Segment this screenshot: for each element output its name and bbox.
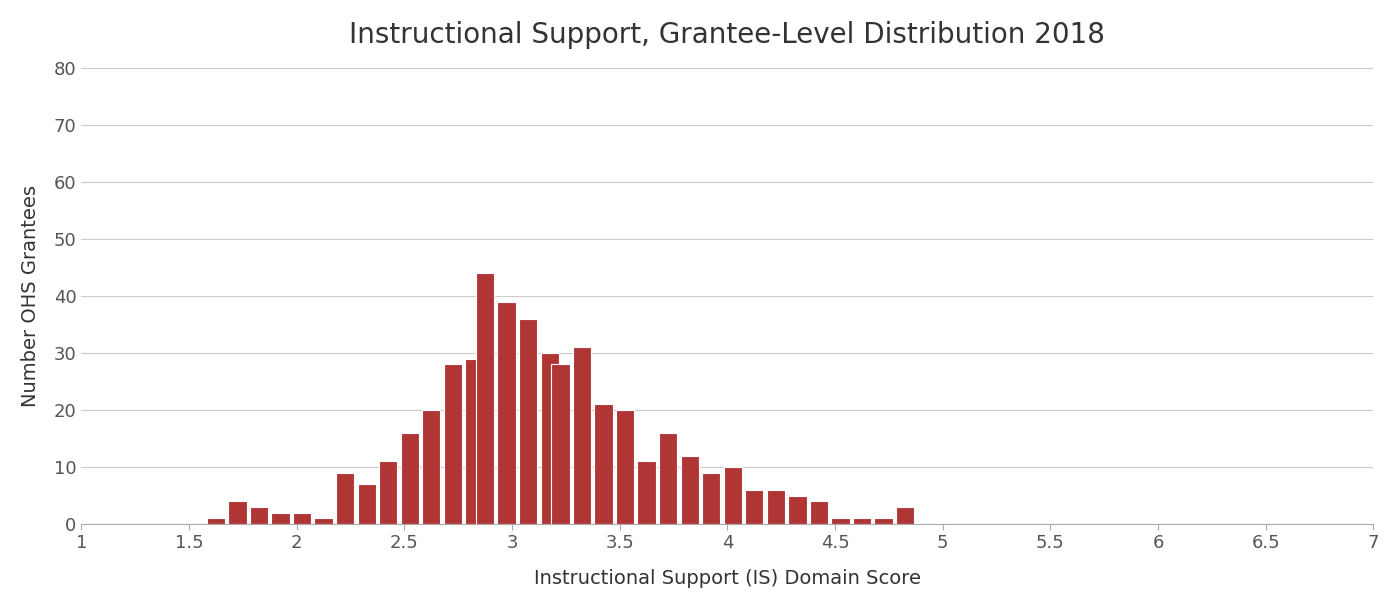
Bar <box>724 467 742 524</box>
Bar <box>637 462 655 524</box>
X-axis label: Instructional Support (IS) Domain Score: Instructional Support (IS) Domain Score <box>533 569 921 588</box>
Bar <box>519 319 538 524</box>
Bar <box>809 501 827 524</box>
Bar <box>228 501 246 524</box>
Bar <box>379 462 398 524</box>
Bar <box>249 507 269 524</box>
Bar <box>595 404 613 524</box>
Bar <box>444 364 462 524</box>
Bar <box>423 410 441 524</box>
Bar <box>659 433 678 524</box>
Bar <box>573 347 591 524</box>
Bar <box>875 518 893 524</box>
Bar <box>701 473 721 524</box>
Bar <box>207 518 225 524</box>
Bar <box>616 410 634 524</box>
Bar <box>552 364 570 524</box>
Bar <box>357 484 375 524</box>
Bar <box>853 518 871 524</box>
Bar <box>788 496 806 524</box>
Bar <box>896 507 914 524</box>
Title: Instructional Support, Grantee-Level Distribution 2018: Instructional Support, Grantee-Level Dis… <box>350 21 1106 49</box>
Bar <box>315 518 333 524</box>
Bar <box>293 513 311 524</box>
Bar <box>745 490 763 524</box>
Bar <box>767 490 785 524</box>
Bar <box>336 473 354 524</box>
Bar <box>465 359 483 524</box>
Bar <box>400 433 419 524</box>
Bar <box>680 456 699 524</box>
Bar <box>272 513 290 524</box>
Y-axis label: Number OHS Grantees: Number OHS Grantees <box>21 185 39 407</box>
Bar <box>832 518 850 524</box>
Bar <box>540 353 559 524</box>
Bar <box>497 301 515 524</box>
Bar <box>476 273 494 524</box>
